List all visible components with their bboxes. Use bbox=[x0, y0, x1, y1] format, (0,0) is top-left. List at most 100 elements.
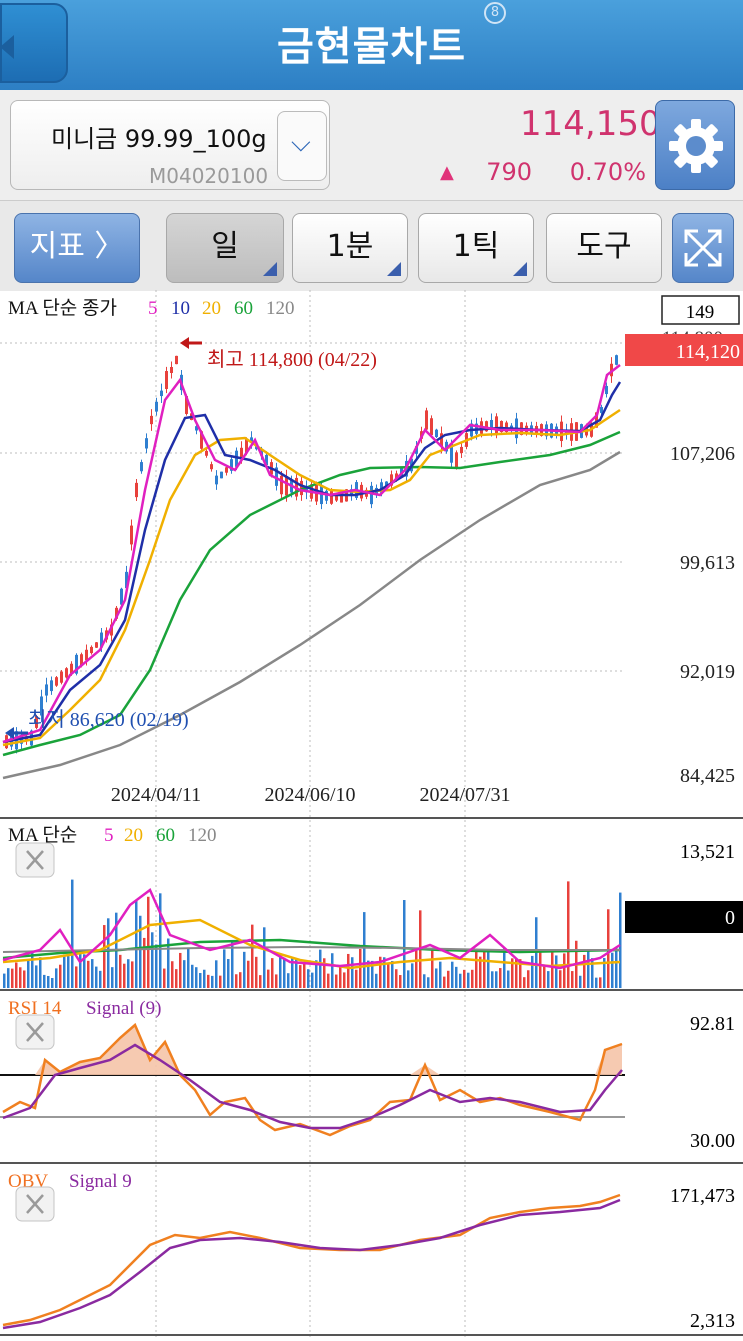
volume-bar bbox=[427, 977, 430, 988]
volume-bar bbox=[227, 959, 230, 988]
candle-body bbox=[210, 464, 213, 470]
volume-bar bbox=[475, 948, 478, 988]
corner-triangle-icon bbox=[387, 262, 401, 276]
volume-bar bbox=[451, 961, 454, 988]
candle-body bbox=[265, 454, 268, 466]
candle-body bbox=[65, 668, 68, 678]
volume-bar bbox=[403, 900, 406, 988]
volume-legend-ma5: 5 bbox=[104, 825, 114, 846]
volume-bar bbox=[47, 975, 50, 988]
candle-body bbox=[325, 490, 328, 501]
volume-bar bbox=[35, 965, 38, 988]
chart-canvas[interactable]: MA 단순 종가 5 10 20 60 120 149 114,800 114,… bbox=[0, 290, 743, 1337]
ma20-line bbox=[2, 408, 621, 747]
count-box-value: 149 bbox=[686, 302, 715, 323]
candle-body bbox=[200, 431, 203, 449]
volume-bar bbox=[563, 953, 566, 988]
y-tick-label: 99,613 bbox=[680, 552, 735, 574]
y-tick-label: 84,425 bbox=[680, 765, 735, 787]
candle-body bbox=[250, 437, 253, 443]
tools-button[interactable]: 도구 bbox=[546, 213, 662, 283]
indicator-button[interactable]: 지표 〉 bbox=[14, 213, 140, 283]
volume-bar bbox=[483, 951, 486, 988]
candle-body bbox=[145, 438, 148, 449]
chart-area[interactable]: MA 단순 종가 5 10 20 60 120 149 114,800 114,… bbox=[0, 290, 743, 1337]
volume-bar bbox=[543, 966, 546, 988]
volume-bar bbox=[511, 958, 514, 988]
title-badge-icon: 8 bbox=[484, 2, 506, 24]
candle-body bbox=[245, 439, 248, 454]
candle-body bbox=[490, 419, 493, 431]
volume-bar bbox=[331, 953, 334, 988]
close-icon bbox=[26, 1022, 44, 1042]
volume-legend-ma60: 60 bbox=[156, 825, 175, 846]
expand-button[interactable] bbox=[672, 213, 734, 283]
volume-bar bbox=[607, 909, 610, 988]
candle-body bbox=[390, 474, 393, 486]
volume-y-max: 13,521 bbox=[680, 841, 735, 863]
volume-bar bbox=[71, 879, 74, 988]
volume-bar bbox=[507, 970, 510, 988]
volume-bar bbox=[211, 975, 214, 988]
candle-body bbox=[140, 462, 143, 472]
candle-body bbox=[170, 366, 173, 374]
volume-bar bbox=[59, 964, 62, 988]
candle-body bbox=[155, 401, 158, 412]
product-dropdown-button[interactable]: ⌵ bbox=[277, 111, 327, 181]
candle-body bbox=[160, 390, 163, 397]
rsi-close-button[interactable] bbox=[15, 1014, 55, 1050]
volume-close-button[interactable] bbox=[15, 842, 55, 878]
product-selector[interactable]: 미니금 99.99_100g M04020100 ⌵ bbox=[10, 100, 330, 190]
candle-body bbox=[430, 418, 433, 436]
volume-bar bbox=[67, 955, 70, 988]
volume-bar bbox=[359, 948, 362, 988]
volume-bar bbox=[487, 950, 490, 988]
volume-bar bbox=[615, 948, 618, 988]
tab-minute[interactable]: 1분 bbox=[292, 213, 408, 283]
volume-bar bbox=[415, 949, 418, 988]
expand-icon bbox=[684, 229, 722, 267]
volume-bar bbox=[611, 952, 614, 988]
volume-bar bbox=[583, 954, 586, 988]
app-header: 금현물차트 8 bbox=[0, 0, 743, 90]
candle-body bbox=[165, 371, 168, 389]
candle-body bbox=[85, 649, 88, 661]
candle-body bbox=[340, 493, 343, 503]
volume-bar bbox=[547, 971, 550, 988]
candle-body bbox=[455, 452, 458, 468]
volume-bar bbox=[83, 954, 86, 988]
back-button[interactable] bbox=[0, 3, 68, 83]
volume-bar bbox=[351, 957, 354, 988]
tab-daily-label: 일 bbox=[211, 229, 239, 264]
volume-bar bbox=[187, 948, 190, 988]
candle-body bbox=[285, 476, 288, 496]
volume-bar bbox=[175, 969, 178, 988]
volume-bar bbox=[247, 960, 250, 988]
volume-bar bbox=[51, 977, 54, 988]
volume-bar bbox=[15, 962, 18, 988]
candle-body bbox=[605, 385, 608, 395]
volume-bar bbox=[407, 970, 410, 988]
candles-layer bbox=[5, 354, 618, 754]
volume-bar bbox=[367, 960, 370, 988]
candle-body bbox=[445, 441, 448, 452]
volume-bar bbox=[471, 969, 474, 988]
ma5-line bbox=[2, 364, 621, 744]
volume-bar bbox=[27, 959, 30, 988]
settings-button[interactable] bbox=[655, 100, 735, 190]
volume-bar bbox=[191, 964, 194, 988]
candle-body bbox=[380, 482, 383, 493]
volume-bar bbox=[203, 969, 206, 988]
rsi-legend-name: RSI 14 bbox=[8, 998, 62, 1019]
volume-bar bbox=[319, 949, 322, 988]
volume-bar bbox=[559, 970, 562, 988]
tab-tick[interactable]: 1틱 bbox=[418, 213, 534, 283]
obv-close-button[interactable] bbox=[15, 1186, 55, 1222]
volume-bar bbox=[23, 970, 26, 988]
volume-bar bbox=[159, 893, 162, 988]
count-box bbox=[661, 295, 740, 325]
obv-layer bbox=[2, 1193, 621, 1330]
candle-body bbox=[280, 475, 283, 495]
tab-daily[interactable]: 일 bbox=[166, 213, 284, 283]
candle-body bbox=[130, 525, 133, 545]
